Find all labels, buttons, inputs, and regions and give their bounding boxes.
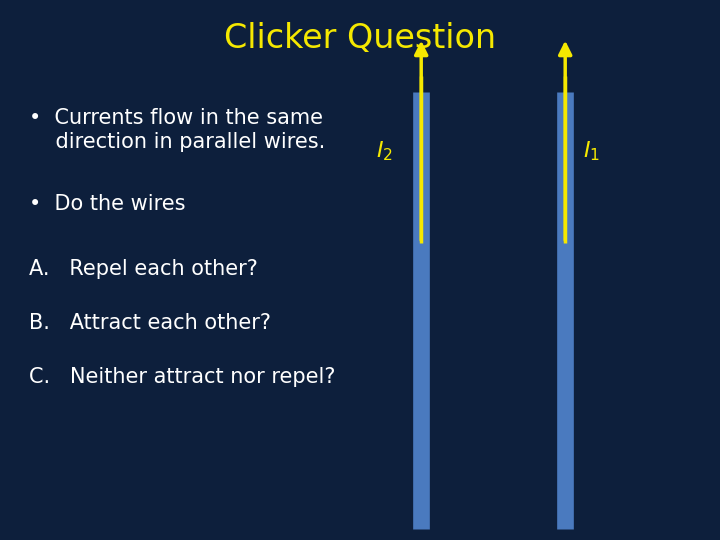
Text: Clicker Question: Clicker Question (224, 22, 496, 55)
Text: $I_2$: $I_2$ (376, 139, 392, 163)
Text: B.   Attract each other?: B. Attract each other? (29, 313, 271, 333)
Text: •  Currents flow in the same
    direction in parallel wires.: • Currents flow in the same direction in… (29, 108, 325, 152)
Text: A.   Repel each other?: A. Repel each other? (29, 259, 258, 279)
Text: •  Do the wires: • Do the wires (29, 194, 185, 214)
Text: $I_1$: $I_1$ (583, 139, 600, 163)
Text: C.   Neither attract nor repel?: C. Neither attract nor repel? (29, 367, 336, 387)
